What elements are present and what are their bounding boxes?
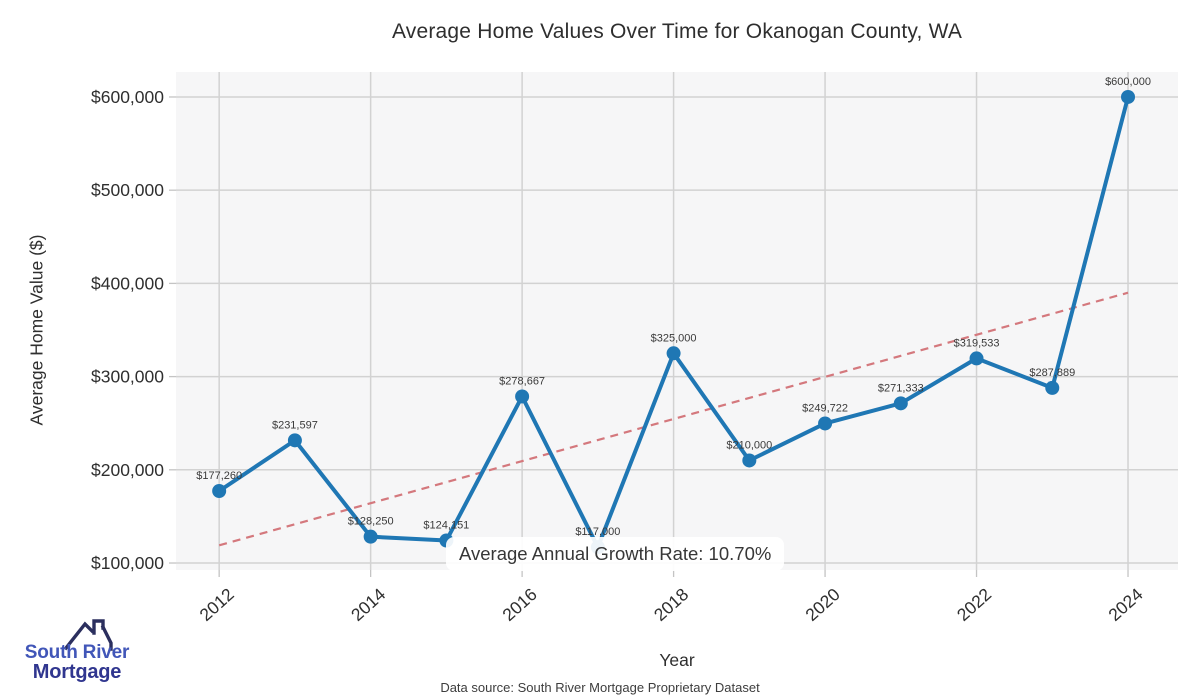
chart-title: Average Home Values Over Time for Okanog… (391, 20, 963, 43)
point-value-label: $271,333 (878, 382, 924, 394)
y-tick-label: $200,000 (91, 460, 164, 480)
data-point (363, 529, 378, 544)
data-point (1121, 89, 1136, 104)
point-value-label: $278,667 (499, 375, 545, 387)
company-logo: South River Mortgage (18, 612, 148, 692)
growth-rate-annotation: Average Annual Growth Rate: 10.70% (446, 537, 785, 572)
x-tick-label: 2012 (196, 584, 238, 625)
y-tick-label: $100,000 (91, 553, 164, 573)
point-value-label: $249,722 (802, 402, 848, 414)
x-axis-label: Year (659, 650, 695, 670)
point-value-label: $287,889 (1029, 367, 1075, 379)
x-tick-label: 2024 (1104, 584, 1147, 625)
y-tick-label: $500,000 (91, 180, 164, 200)
data-point (818, 416, 833, 431)
data-point (515, 389, 530, 404)
data-point (287, 433, 302, 448)
point-value-label: $124,151 (423, 519, 469, 531)
data-point (1045, 380, 1060, 395)
y-axis-label: Average Home Value ($) (26, 234, 47, 426)
y-tick-label: $600,000 (91, 87, 164, 107)
house-roof-icon (63, 619, 113, 651)
point-value-label: $117,000 (575, 526, 620, 538)
point-value-label: $210,000 (726, 439, 772, 451)
logo-text-line2: Mortgage (32, 661, 122, 683)
data-point (212, 483, 227, 498)
data-point (742, 453, 757, 468)
x-tick-label: 2020 (801, 584, 844, 625)
x-tick-label: 2014 (347, 584, 390, 625)
point-value-label: $600,000 (1105, 76, 1151, 88)
trend-line (218, 291, 1129, 547)
point-value-label: $128,250 (348, 516, 394, 528)
x-tick-label: 2022 (953, 584, 995, 625)
point-value-label: $319,533 (954, 337, 1000, 349)
x-tick-label: 2016 (498, 584, 540, 625)
point-value-label: $231,597 (272, 419, 318, 431)
y-tick-label: $400,000 (91, 273, 164, 293)
x-tick-label: 2018 (650, 584, 692, 625)
data-source-caption: Data source: South River Mortgage Propri… (440, 680, 760, 695)
point-value-label: $325,000 (651, 332, 697, 344)
data-point (893, 396, 908, 411)
logo-text-line1: South River (24, 642, 130, 663)
plot-area (176, 72, 1178, 570)
point-value-label: $177,260 (196, 470, 242, 482)
data-point (666, 346, 681, 361)
data-point (969, 351, 984, 366)
y-tick-label: $300,000 (91, 367, 164, 387)
